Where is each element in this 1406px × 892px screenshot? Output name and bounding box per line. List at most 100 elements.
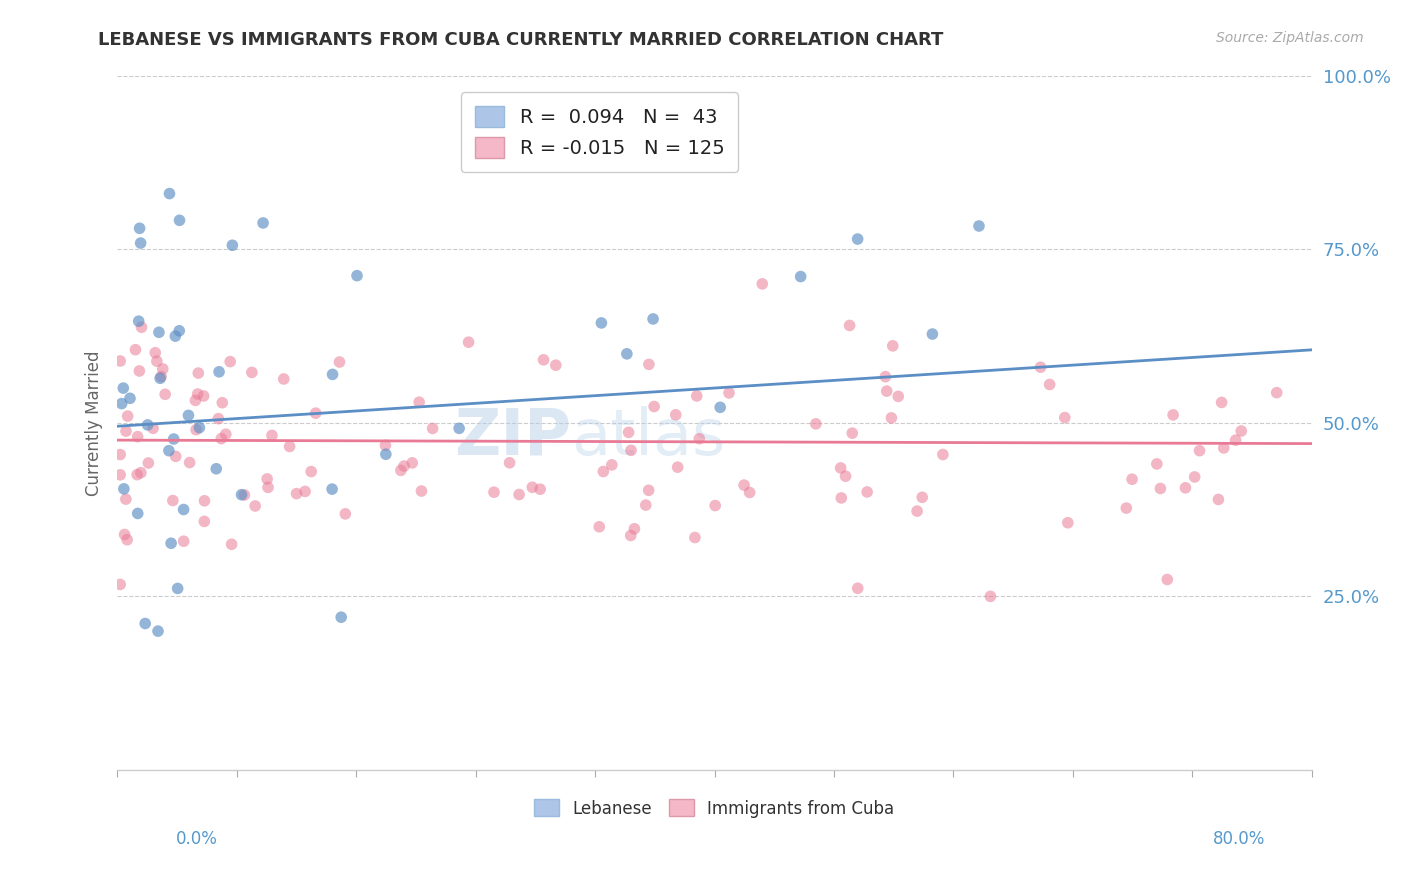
- Point: [257, 480, 280, 494]
- Point: [751, 277, 773, 291]
- Point: [882, 339, 904, 353]
- Point: [328, 355, 350, 369]
- Point: [193, 493, 215, 508]
- Point: [153, 387, 176, 401]
- Point: [149, 371, 172, 385]
- Point: [108, 467, 131, 482]
- Point: [114, 527, 136, 541]
- Point: [165, 450, 187, 464]
- Point: [127, 507, 149, 521]
- Point: [932, 448, 955, 462]
- Point: [134, 616, 156, 631]
- Point: [1156, 573, 1178, 587]
- Point: [804, 417, 827, 431]
- Point: [620, 443, 643, 458]
- Point: [143, 345, 166, 359]
- Point: [162, 493, 184, 508]
- Point: [305, 406, 328, 420]
- Point: [330, 610, 353, 624]
- Point: [128, 314, 150, 328]
- Point: [169, 213, 191, 227]
- Point: [115, 492, 138, 507]
- Point: [278, 440, 301, 454]
- Point: [846, 232, 869, 246]
- Point: [449, 421, 471, 435]
- Point: [1188, 443, 1211, 458]
- Point: [187, 366, 209, 380]
- Point: [1230, 424, 1253, 438]
- Point: [128, 221, 150, 235]
- Point: [508, 487, 530, 501]
- Point: [117, 409, 139, 423]
- Point: [1115, 501, 1137, 516]
- Point: [179, 456, 201, 470]
- Point: [533, 352, 555, 367]
- Point: [591, 316, 613, 330]
- Point: [321, 482, 343, 496]
- Point: [856, 484, 879, 499]
- Legend: Lebanese, Immigrants from Cuba: Lebanese, Immigrants from Cuba: [527, 793, 901, 824]
- Point: [482, 485, 505, 500]
- Point: [620, 528, 643, 542]
- Point: [128, 364, 150, 378]
- Point: [834, 469, 856, 483]
- Point: [187, 387, 209, 401]
- Point: [789, 269, 811, 284]
- Point: [260, 428, 283, 442]
- Point: [1208, 492, 1230, 507]
- Point: [138, 456, 160, 470]
- Point: [112, 381, 135, 395]
- Point: [841, 426, 863, 441]
- Point: [233, 488, 256, 502]
- Point: [641, 312, 664, 326]
- Point: [1121, 472, 1143, 486]
- Point: [152, 362, 174, 376]
- Point: [616, 347, 638, 361]
- Point: [115, 533, 138, 547]
- Text: 0.0%: 0.0%: [176, 830, 218, 847]
- Point: [1174, 481, 1197, 495]
- Point: [846, 582, 869, 596]
- Point: [875, 369, 897, 384]
- Point: [1161, 408, 1184, 422]
- Point: [127, 430, 149, 444]
- Point: [709, 401, 731, 415]
- Point: [1212, 441, 1234, 455]
- Point: [150, 369, 173, 384]
- Point: [544, 358, 567, 372]
- Point: [686, 389, 709, 403]
- Point: [243, 499, 266, 513]
- Point: [401, 456, 423, 470]
- Point: [219, 354, 242, 368]
- Point: [205, 462, 228, 476]
- Text: Source: ZipAtlas.com: Source: ZipAtlas.com: [1216, 31, 1364, 45]
- Point: [146, 354, 169, 368]
- Point: [1039, 377, 1062, 392]
- Point: [718, 386, 741, 401]
- Point: [1056, 516, 1078, 530]
- Point: [683, 531, 706, 545]
- Point: [392, 458, 415, 473]
- Point: [173, 534, 195, 549]
- Point: [188, 420, 211, 434]
- Point: [666, 460, 689, 475]
- Point: [1211, 395, 1233, 409]
- Point: [637, 483, 659, 498]
- Point: [173, 502, 195, 516]
- Point: [169, 324, 191, 338]
- Point: [294, 484, 316, 499]
- Point: [115, 424, 138, 438]
- Point: [166, 582, 188, 596]
- Point: [207, 411, 229, 425]
- Point: [108, 354, 131, 368]
- Point: [600, 458, 623, 472]
- Point: [159, 186, 181, 201]
- Point: [240, 365, 263, 379]
- Point: [211, 395, 233, 409]
- Point: [592, 465, 614, 479]
- Point: [131, 320, 153, 334]
- Point: [112, 482, 135, 496]
- Point: [408, 395, 430, 409]
- Point: [1225, 433, 1247, 447]
- Point: [1029, 360, 1052, 375]
